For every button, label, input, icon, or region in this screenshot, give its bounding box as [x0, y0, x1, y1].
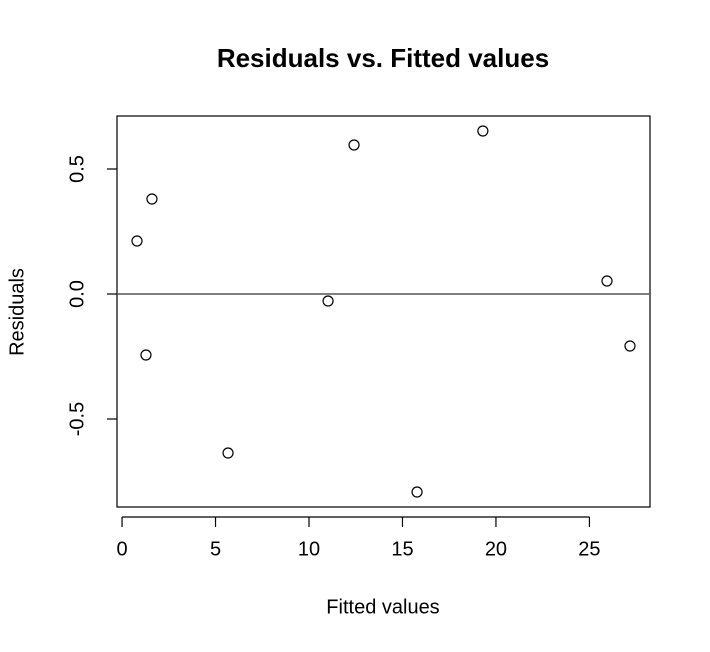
point: [624, 340, 636, 352]
x-tick-label: 20: [485, 538, 507, 560]
x-tick-label: 5: [210, 538, 221, 560]
point: [411, 486, 423, 498]
point: [322, 295, 334, 307]
point: [131, 235, 143, 247]
point: [146, 193, 158, 205]
x-axis-label: Fitted values: [326, 596, 439, 618]
plot-frame: [116, 115, 651, 508]
point: [348, 139, 360, 151]
x-tick-label: 15: [391, 538, 413, 560]
chart-title: Residuals vs. Fitted values: [217, 43, 549, 73]
x-tick-label: 0: [116, 538, 127, 560]
y-axis-label: Residuals: [6, 268, 28, 356]
y-tick-label: 0.0: [66, 280, 88, 308]
point: [140, 349, 152, 361]
point: [601, 275, 613, 287]
y-tick-label: 0.5: [66, 155, 88, 183]
x-tick-label: 25: [578, 538, 600, 560]
x-tick-label: 10: [298, 538, 320, 560]
point: [477, 125, 489, 137]
y-tick-label: -0.5: [66, 402, 88, 436]
point: [222, 447, 234, 459]
